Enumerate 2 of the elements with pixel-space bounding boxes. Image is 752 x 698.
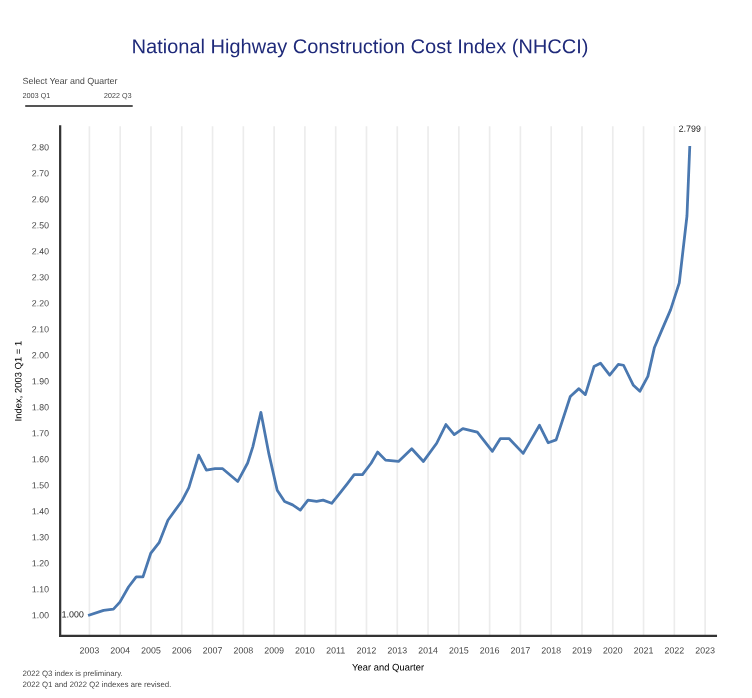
line-series (88, 146, 692, 617)
chart-title: National Highway Construction Cost Index (NHCCI) (133, 38, 588, 58)
